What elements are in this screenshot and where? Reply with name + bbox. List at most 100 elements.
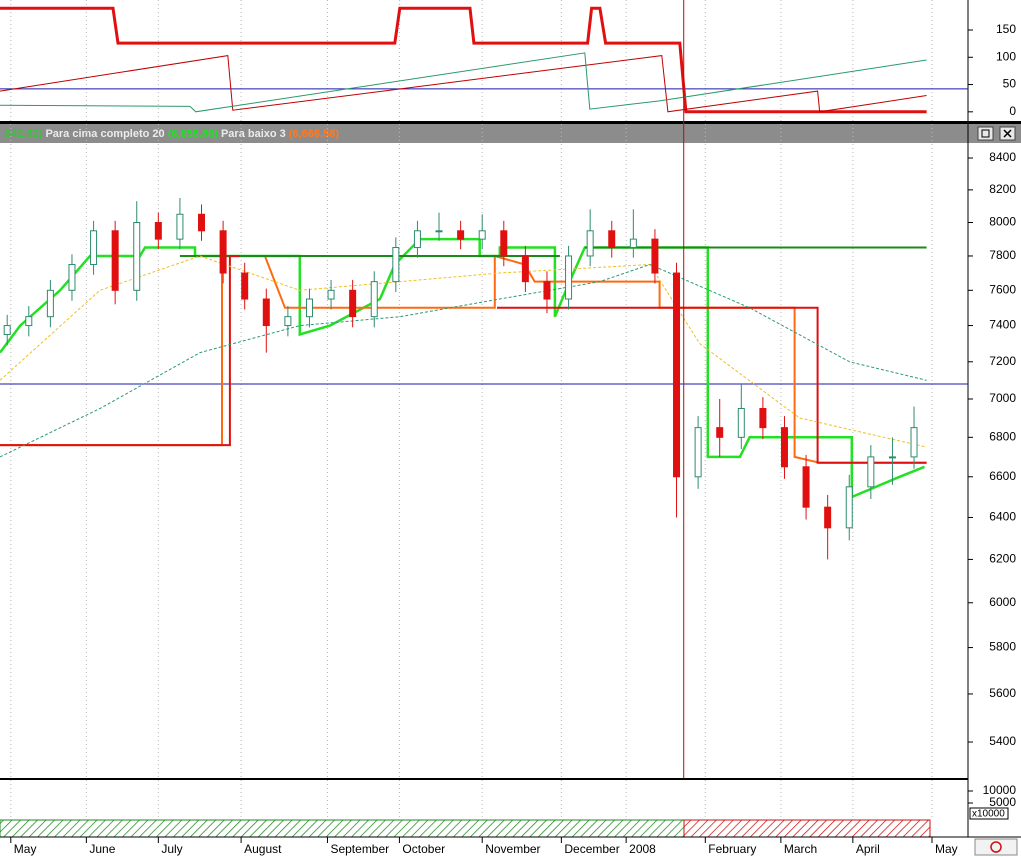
y-tick-label: 6400 <box>989 510 1016 524</box>
pane-header <box>0 124 1021 143</box>
y-tick-label: 6000 <box>989 595 1016 609</box>
candle-body <box>111 230 119 291</box>
y-tick-label: 50 <box>1003 77 1017 91</box>
candle-body <box>68 263 76 291</box>
series-line <box>0 52 927 113</box>
candle-body <box>241 272 249 300</box>
pane-divider <box>0 121 1021 124</box>
x-tick-label: June <box>89 842 115 856</box>
legend-prefix: ,842.62) <box>2 128 43 140</box>
pane-buttons[interactable] <box>977 126 1016 141</box>
y-tick-label: 5000 <box>989 795 1016 809</box>
candle-body <box>154 222 162 240</box>
x-tick-label: 2008 <box>629 842 656 856</box>
x-tick-label: May <box>935 842 958 856</box>
legend: ,842.62) Para cima completo 20 (6,656.86… <box>2 128 339 140</box>
y-tick-label: 8000 <box>989 215 1016 229</box>
candle-body <box>802 466 810 508</box>
signal-band-down <box>683 819 931 838</box>
status-box[interactable] <box>974 838 1018 856</box>
x-tick-label: July <box>161 842 182 856</box>
x-tick-label: October <box>402 842 445 856</box>
candle-body <box>910 427 918 458</box>
legend-entry: Para cima completo 20 <box>45 128 164 140</box>
candle-body <box>521 255 529 283</box>
candle-body <box>759 407 767 429</box>
candle-body <box>824 506 832 529</box>
restore-icon <box>981 129 990 138</box>
y-tick-label: 0 <box>1009 104 1016 118</box>
candle-body <box>392 247 400 283</box>
candle-body <box>370 281 378 318</box>
series-line <box>0 237 925 499</box>
y-tick-label: 8200 <box>989 182 1016 196</box>
candle-body <box>716 427 724 438</box>
x-tick-label: September <box>330 842 389 856</box>
restore-button[interactable] <box>977 126 994 141</box>
candle-body <box>651 238 659 274</box>
candle-body <box>90 230 98 265</box>
series-line <box>179 246 927 257</box>
series-line <box>0 255 927 448</box>
candle-body <box>25 316 33 327</box>
y-tick-label: 7600 <box>989 282 1016 296</box>
x-tick-label: May <box>14 842 37 856</box>
y-tick-label: 7800 <box>989 248 1016 262</box>
candle-body <box>413 230 421 249</box>
y-tick-label: 7400 <box>989 318 1016 332</box>
candle-body <box>673 272 681 478</box>
candle-body <box>457 230 465 240</box>
candle-body <box>780 427 788 468</box>
candle-body <box>565 255 573 300</box>
series-line <box>0 55 927 113</box>
candle-body <box>262 298 270 327</box>
legend-value: (6,666.58) <box>289 128 339 140</box>
y-tick-label: 5600 <box>989 686 1016 700</box>
y-tick-label: 6600 <box>989 469 1016 483</box>
candle-body <box>629 238 637 249</box>
candle-body <box>694 427 702 478</box>
candle-body <box>737 407 745 438</box>
candle-body <box>867 456 875 488</box>
x-tick-label: February <box>708 842 756 856</box>
status-icon[interactable] <box>974 838 1018 856</box>
x-tick-label: December <box>564 842 619 856</box>
y-tick-label: 8400 <box>989 150 1016 164</box>
legend-entry: Para baixo 3 <box>221 128 286 140</box>
candle-body <box>608 230 616 249</box>
x-tick-label: August <box>244 842 282 856</box>
candle-body <box>888 456 896 459</box>
status-circle <box>990 841 1002 853</box>
y-tick-label: 7200 <box>989 354 1016 368</box>
y-tick-label: 100 <box>996 49 1016 63</box>
y-tick-label: 6200 <box>989 552 1016 566</box>
y-tick-label: 150 <box>996 22 1016 36</box>
y-tick-label: 6800 <box>989 429 1016 443</box>
x-tick-label: April <box>856 842 880 856</box>
candle-body <box>349 289 357 318</box>
y-tick-label: 5400 <box>989 734 1016 748</box>
candle-body <box>284 316 292 327</box>
candle-body <box>435 230 443 233</box>
candle-body <box>3 325 11 336</box>
candle-body <box>586 230 594 257</box>
unit-label: x10000 <box>972 809 1005 820</box>
candle-body <box>845 486 853 529</box>
candle-body <box>219 230 227 274</box>
series-line <box>0 6 927 114</box>
y-tick-label: 5800 <box>989 640 1016 654</box>
pane-divider <box>0 778 968 780</box>
candle-body <box>46 289 54 318</box>
y-tick-label: 7000 <box>989 391 1016 405</box>
signal-band-up <box>0 819 685 838</box>
close-icon <box>1003 129 1012 138</box>
series-line <box>0 263 927 458</box>
x-tick-label: March <box>784 842 817 856</box>
x-tick-label: November <box>485 842 540 856</box>
candle-body <box>133 222 141 291</box>
candle-body <box>543 281 551 300</box>
candle-body <box>198 213 206 232</box>
candle-body <box>305 298 313 318</box>
candle-body <box>327 289 335 300</box>
